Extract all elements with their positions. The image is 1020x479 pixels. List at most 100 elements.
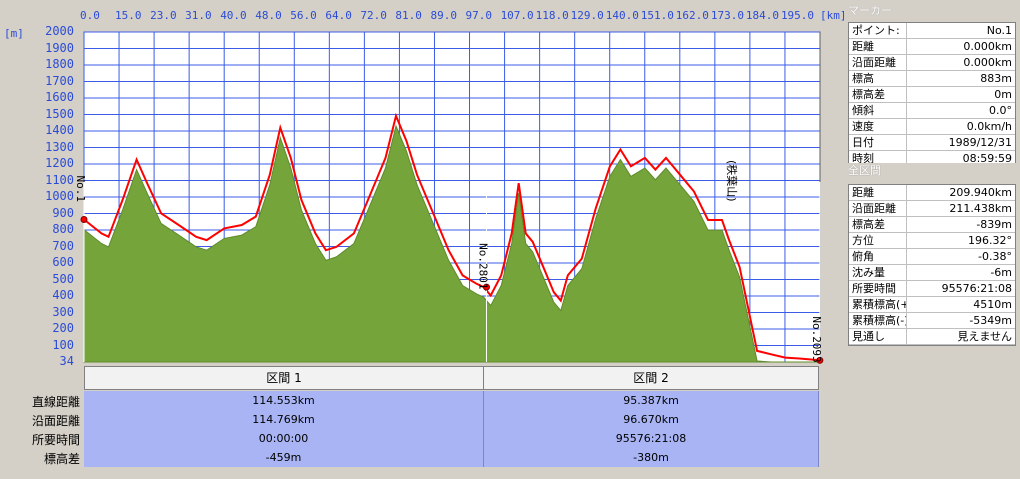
x-tick-label: 64.0	[325, 9, 352, 22]
info-key: 沿面距離	[849, 55, 907, 70]
terrain-area	[83, 124, 820, 363]
info-row: 日付 1989/12/31	[849, 135, 1015, 151]
info-row: 所要時間 95576:21:08	[849, 281, 1015, 297]
total-panel-title: 全区間	[846, 163, 1018, 179]
x-tick-label: 31.0	[185, 9, 212, 22]
x-tick-label: 118.0	[535, 9, 569, 22]
peak-annotation: (秩葉山)	[725, 160, 739, 202]
y-unit-label: [m]	[4, 27, 24, 40]
total-info-grid: 距離 209.940km 沿面距離 211.438km 標高差 -839m 方位 196.32…	[848, 184, 1016, 346]
section-2-cell: 95.387km	[484, 391, 819, 410]
info-row: 沿面距離 211.438km	[849, 201, 1015, 217]
info-row: 累積標高(+) 4510m	[849, 297, 1015, 313]
info-row: 距離 209.940km	[849, 185, 1015, 201]
y-tick-label: 1500	[45, 106, 74, 121]
elevation-profile-chart[interactable]: No.1 No.2801 No.2093 (秩葉山)	[0, 0, 842, 366]
info-value: 0.000km	[963, 40, 1012, 53]
info-value: -839m	[976, 218, 1012, 231]
info-key: 見通し	[849, 329, 907, 344]
info-value: 0.0km/h	[966, 120, 1012, 133]
info-key: 累積標高(+)	[849, 297, 907, 312]
section-row-label: 直線距離	[31, 395, 80, 409]
marker-point	[482, 283, 490, 291]
info-row: ポイント: No.1	[849, 23, 1015, 39]
info-key: 所要時間	[849, 281, 907, 296]
y-tick-label: 1400	[45, 123, 74, 137]
marker-info-grid: ポイント: No.1 距離 0.000km 沿面距離 0.000km 標高 883m 標高差 0m…	[848, 22, 1016, 168]
y-tick-label: 1200	[45, 156, 74, 170]
marker-panel-title: マーカー	[846, 3, 1018, 19]
x-tick-label: 15.0	[115, 9, 142, 22]
x-tick-label: 97.0	[465, 9, 493, 22]
info-row: 見通し 見えません	[849, 329, 1015, 345]
x-tick-label: 72.0	[360, 9, 387, 22]
y-tick-label: 1700	[45, 73, 74, 88]
x-tick-label: 48.0	[255, 9, 282, 22]
info-row: 沈み量 -6m	[849, 265, 1015, 281]
info-value: -6m	[990, 266, 1012, 279]
x-tick-label: 0.0	[80, 9, 100, 22]
x-unit-label: [km]	[820, 9, 847, 22]
x-tick-label: 162.0	[675, 9, 709, 22]
info-row: 速度 0.0km/h	[849, 119, 1015, 135]
y-tick-label: 1800	[45, 57, 74, 71]
info-key: 日付	[849, 135, 907, 150]
info-row: 標高差 0m	[849, 87, 1015, 103]
x-tick-label: 107.0	[500, 9, 534, 22]
info-key: 傾斜	[849, 103, 907, 118]
info-key: 時刻	[849, 151, 907, 166]
info-value: 08:59:59	[962, 152, 1012, 165]
y-tick-label: 200	[52, 321, 74, 335]
x-tick-label: 129.0	[570, 9, 604, 22]
y-tick-label: 600	[52, 255, 74, 269]
info-row: 標高 883m	[849, 71, 1015, 87]
x-tick-label: 81.0	[395, 9, 422, 22]
info-key: 沿面距離	[849, 201, 907, 216]
section-2-cell: 96.670km	[484, 410, 819, 429]
info-key: ポイント:	[849, 23, 907, 38]
info-row: 俯角 -0.38°	[849, 249, 1015, 265]
info-value: 211.438km	[949, 202, 1012, 215]
section-1-cell: 114.769km	[84, 410, 484, 429]
x-tick-label: 56.0	[290, 9, 317, 22]
x-tick-label: 140.0	[605, 9, 639, 22]
info-value: 883m	[980, 72, 1012, 85]
info-value: No.1	[986, 24, 1012, 37]
y-tick-label: 700	[52, 238, 74, 253]
y-tick-label: 300	[52, 304, 74, 319]
y-tick-label: 400	[52, 288, 74, 302]
marker-label: No.2093	[810, 316, 823, 362]
info-key: 距離	[849, 39, 907, 54]
info-row: 方位 196.32°	[849, 233, 1015, 249]
y-tick-label: 500	[52, 271, 74, 286]
info-key: 距離	[849, 185, 907, 200]
y-tick-label: 1900	[45, 40, 74, 55]
info-row: 沿面距離 0.000km	[849, 55, 1015, 71]
info-row: 標高差 -839m	[849, 217, 1015, 233]
info-value: 95576:21:08	[941, 282, 1012, 295]
x-tick-label: 89.0	[430, 9, 457, 22]
info-value: 0.0°	[989, 104, 1012, 117]
x-tick-label: 195.0	[780, 9, 815, 22]
section-2-cell: -380m	[484, 448, 819, 467]
info-value: 196.32°	[968, 234, 1012, 247]
x-tick-label: 173.0	[710, 9, 744, 22]
marker-label: No.2801	[476, 243, 489, 289]
info-value: -0.38°	[978, 250, 1012, 263]
info-value: 209.940km	[949, 186, 1012, 199]
info-value: 見えません	[957, 330, 1012, 343]
info-value: 0.000km	[963, 56, 1012, 69]
section-header-1[interactable]: 区間 1	[84, 366, 484, 390]
info-key: 累積標高(-)	[849, 313, 907, 328]
y-tick-label: 800	[52, 222, 74, 236]
y-tick-label: 2000	[45, 24, 74, 38]
y-tick-label: 1300	[45, 139, 74, 154]
info-value: -5349m	[969, 314, 1012, 327]
info-key: 標高差	[849, 87, 907, 102]
info-value: 4510m	[973, 298, 1012, 311]
section-row-label: 所要時間	[31, 433, 80, 447]
section-row-label: 標高差	[43, 452, 80, 466]
section-header-2[interactable]: 区間 2	[483, 366, 819, 390]
info-key: 標高	[849, 71, 907, 86]
y-tick-label: 100	[52, 337, 74, 352]
